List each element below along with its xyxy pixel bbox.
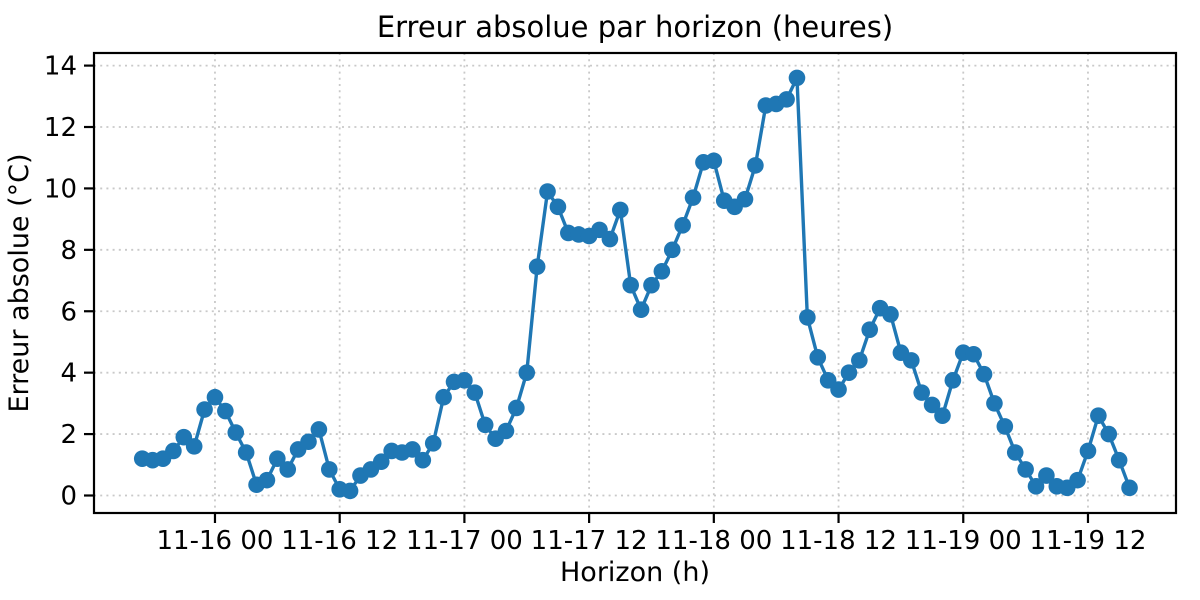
data-point	[1027, 477, 1045, 495]
data-point	[279, 461, 297, 478]
x-tick-label: 11-17 00	[406, 526, 523, 556]
data-point	[320, 461, 338, 478]
data-point	[643, 276, 660, 294]
data-point	[237, 444, 255, 461]
data-point	[788, 69, 806, 87]
data-point	[508, 399, 525, 417]
data-point	[1090, 407, 1107, 424]
data-point	[269, 450, 286, 467]
data-point	[310, 421, 328, 438]
data-point	[882, 306, 899, 323]
data-point	[986, 395, 1003, 412]
y-tick-label: 6	[60, 297, 77, 327]
data-point	[902, 352, 920, 369]
data-point	[456, 372, 473, 389]
data-point	[341, 482, 359, 500]
data-point	[747, 157, 764, 174]
data-point	[736, 190, 754, 208]
data-point	[1100, 425, 1118, 443]
data-point	[1038, 467, 1055, 484]
data-point	[217, 402, 234, 420]
data-point	[944, 372, 962, 389]
y-tick-label: 8	[60, 236, 77, 266]
x-tick-label: 11-19 00	[905, 526, 1022, 556]
data-point	[518, 364, 536, 381]
data-point	[861, 321, 879, 338]
data-point	[435, 388, 452, 406]
data-point	[934, 407, 951, 424]
data-point	[466, 384, 484, 401]
data-point	[476, 416, 494, 434]
data-point	[1069, 471, 1086, 489]
data-series	[133, 69, 1138, 500]
y-axis-label: Erreur absolue (°C)	[4, 153, 35, 412]
y-tick-label: 10	[44, 174, 77, 204]
data-point	[1017, 461, 1034, 478]
data-point	[663, 241, 681, 259]
y-tick-label: 4	[60, 359, 77, 389]
y-tick-label: 2	[60, 420, 77, 450]
data-point	[799, 309, 816, 326]
data-point	[1121, 479, 1138, 497]
x-tick-label: 11-18 12	[780, 526, 897, 556]
data-point	[414, 451, 432, 469]
y-tick-label: 0	[60, 481, 77, 511]
data-point	[601, 230, 619, 248]
chart-title: Erreur absolue par horizon (heures)	[377, 10, 893, 44]
data-point	[196, 401, 213, 418]
data-point	[528, 258, 546, 276]
data-point	[1079, 442, 1097, 460]
data-point	[539, 183, 556, 200]
data-point	[965, 345, 982, 363]
data-point	[809, 349, 827, 366]
x-tick-label: 11-16 12	[281, 526, 398, 556]
data-point	[632, 301, 650, 319]
data-point	[258, 471, 276, 489]
x-tick-label: 11-17 12	[531, 526, 648, 556]
x-tick-label: 11-16 00	[157, 526, 274, 556]
y-tick-label: 12	[44, 113, 77, 143]
data-point	[913, 384, 930, 401]
data-point	[300, 433, 317, 451]
data-point	[830, 381, 847, 398]
data-point	[840, 364, 858, 381]
data-point	[923, 396, 941, 414]
x-tick-label: 11-19 12	[1030, 526, 1147, 556]
data-point	[549, 198, 567, 216]
data-point	[497, 422, 515, 440]
data-point	[1006, 444, 1024, 461]
data-point	[372, 453, 390, 471]
data-point	[851, 352, 868, 369]
data-point	[404, 441, 421, 458]
data-point	[185, 438, 203, 455]
data-point	[996, 418, 1014, 435]
data-point	[227, 424, 245, 441]
data-point	[165, 442, 182, 460]
x-axis-label: Horizon (h)	[560, 557, 710, 588]
data-point	[684, 189, 702, 206]
data-point	[1110, 451, 1128, 469]
y-tick-label: 14	[44, 52, 77, 82]
data-point	[975, 365, 993, 383]
data-point	[611, 201, 629, 219]
data-point	[778, 91, 795, 108]
data-point	[674, 216, 691, 234]
data-point	[705, 152, 723, 170]
data-point	[424, 434, 442, 452]
data-point	[206, 388, 224, 406]
data-point	[622, 276, 639, 294]
plot-border	[92, 51, 1178, 515]
axes: 11-16 00 11-16 12 11-17 00 11-17 12 11-18 00…	[44, 51, 1178, 556]
x-tick-label: 11-18 00	[655, 526, 772, 556]
data-point	[653, 263, 671, 280]
